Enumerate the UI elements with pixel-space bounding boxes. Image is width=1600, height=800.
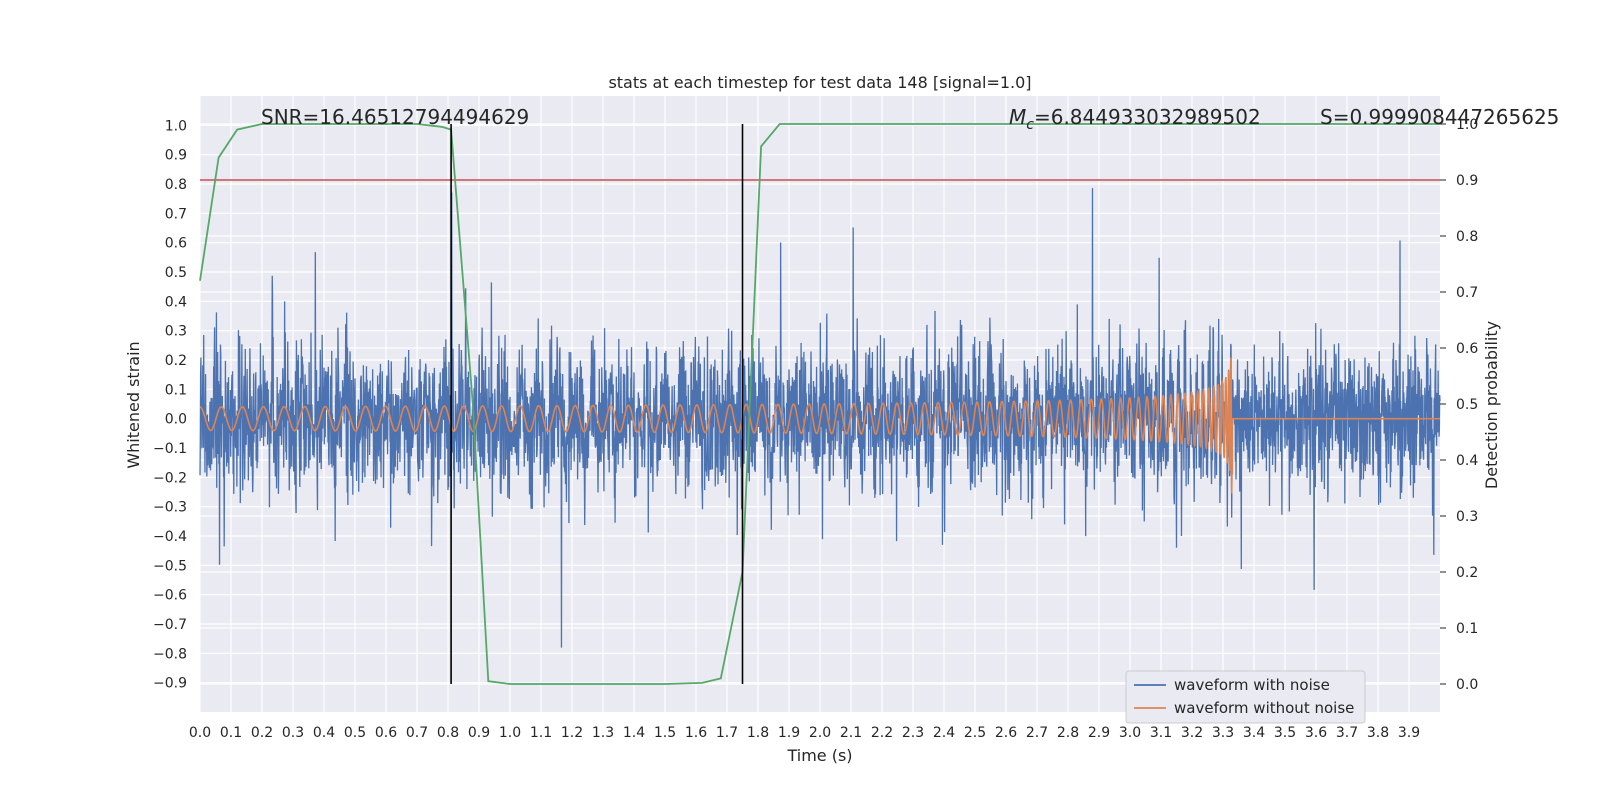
y-left-tick-label: 0.8 xyxy=(165,177,187,193)
y-left-tick-label: −0.4 xyxy=(153,529,187,545)
x-tick-label: 2.4 xyxy=(933,725,955,741)
x-tick-label: 3.2 xyxy=(1181,725,1203,741)
y-left-tick-label: −0.8 xyxy=(153,646,187,662)
x-tick-label: 2.6 xyxy=(995,725,1017,741)
x-tick-label: 1.6 xyxy=(685,725,707,741)
x-tick-label: 2.0 xyxy=(809,725,831,741)
x-tick-label: 2.3 xyxy=(902,725,924,741)
x-tick-label: 1.9 xyxy=(778,725,800,741)
mc-symbol: M xyxy=(1009,105,1026,129)
x-tick-label: 3.4 xyxy=(1243,725,1265,741)
x-tick-label: 0.4 xyxy=(313,725,335,741)
x-tick-label: 1.0 xyxy=(499,725,521,741)
x-tick-label: 1.5 xyxy=(654,725,676,741)
y-left-tick-label: 0.5 xyxy=(165,265,187,281)
y-left-tick-label: 0.2 xyxy=(165,353,187,369)
x-tick-label: 1.7 xyxy=(716,725,738,741)
y-left-tick-label: 0.9 xyxy=(165,148,187,164)
plot-area xyxy=(199,123,1441,685)
y-right-tick-label: 0.9 xyxy=(1456,173,1478,189)
legend: waveform with noise waveform without noi… xyxy=(1125,670,1366,724)
y-right-tick-label: 0.8 xyxy=(1456,229,1478,245)
y-left-tick-label: 0.0 xyxy=(165,412,187,428)
x-tick-label: 3.6 xyxy=(1305,725,1327,741)
y-left-tick-label: −0.7 xyxy=(153,617,187,633)
x-tick-label: 1.1 xyxy=(530,725,552,741)
x-tick-label: 2.8 xyxy=(1057,725,1079,741)
x-tick-label: 1.4 xyxy=(623,725,645,741)
y-left-tick-label: −0.6 xyxy=(153,588,187,604)
s-annotation: S=0.999908447265625 xyxy=(1320,105,1559,129)
x-axis-label: Time (s) xyxy=(786,746,852,765)
x-tick-label: 0.5 xyxy=(344,725,366,741)
x-tick-label: 0.0 xyxy=(189,725,211,741)
y-left-tick-label: 0.6 xyxy=(165,236,187,252)
legend-label-noise: waveform with noise xyxy=(1174,676,1330,694)
y-right-tick-label: 1.0 xyxy=(1456,117,1478,133)
x-tick-label: 0.7 xyxy=(406,725,428,741)
mc-annotation: Mc=6.844933032989502 xyxy=(1009,105,1261,133)
x-tick-label: 3.1 xyxy=(1150,725,1172,741)
y-left-tick-label: 0.3 xyxy=(165,324,187,340)
snr-annotation: SNR=16.46512794494629 xyxy=(261,105,529,129)
y-left-tick-label: −0.5 xyxy=(153,558,187,574)
x-tick-label: 2.7 xyxy=(1026,725,1048,741)
x-tick-label: 1.3 xyxy=(592,725,614,741)
y-right-tick-label: 0.2 xyxy=(1456,565,1478,581)
series-waveform-without-noise xyxy=(199,357,1440,494)
x-tick-label: 3.0 xyxy=(1119,725,1141,741)
chart-title: stats at each timestep for test data 148… xyxy=(608,73,1031,92)
x-tick-label: 3.8 xyxy=(1367,725,1389,741)
legend-box xyxy=(1125,670,1366,724)
y-left-tick-label: 1.0 xyxy=(165,118,187,134)
x-tick-label: 0.2 xyxy=(251,725,273,741)
x-tick-label: 1.2 xyxy=(561,725,583,741)
x-tick-label: 2.5 xyxy=(964,725,986,741)
x-tick-labels: 0.0 0.1 0.2 0.3 0.4 0.5 0.6 0.7 0.8 0.9 1.0 1.1 1.2 1… xyxy=(189,725,1420,741)
y-left-tick-label: 0.7 xyxy=(165,206,187,222)
y-right-tick-label: 0.6 xyxy=(1456,341,1478,357)
x-tick-label: 2.1 xyxy=(840,725,862,741)
x-tick-label: 3.9 xyxy=(1398,725,1420,741)
mc-subscript: c xyxy=(1026,117,1034,133)
y-left-tick-label: 0.4 xyxy=(165,294,187,310)
x-tick-label: 3.7 xyxy=(1336,725,1358,741)
y-left-tick-label: −0.3 xyxy=(153,500,187,516)
legend-label-clean: waveform without noise xyxy=(1174,699,1354,717)
x-tick-label: 2.9 xyxy=(1088,725,1110,741)
mc-value: =6.844933032989502 xyxy=(1034,105,1261,129)
x-tick-label: 0.9 xyxy=(468,725,490,741)
y-right-tick-label: 0.4 xyxy=(1456,453,1478,469)
y-axis-label-left: Whitened strain xyxy=(124,341,143,468)
x-tick-label: 2.2 xyxy=(871,725,893,741)
x-tick-label: 0.8 xyxy=(437,725,459,741)
y-right-tick-label: 0.5 xyxy=(1456,397,1478,413)
y-left-tick-label: 0.1 xyxy=(165,382,187,398)
y-right-tick-label: 0.1 xyxy=(1456,621,1478,637)
y-left-tick-label: −0.1 xyxy=(153,441,187,457)
y-right-tick-label: 0.0 xyxy=(1456,677,1478,693)
x-tick-label: 0.6 xyxy=(375,725,397,741)
x-tick-label: 3.3 xyxy=(1212,725,1234,741)
y-left-tick-label: −0.2 xyxy=(153,470,187,486)
y-right-tick-labels: 1.0 0.9 0.8 0.7 0.6 0.5 0.4 0.3 0.2 0.1 0.0 xyxy=(1440,117,1478,693)
x-tick-label: 1.8 xyxy=(747,725,769,741)
y-left-tick-labels: 1.0 0.9 0.8 0.7 0.6 0.5 0.4 0.3 0.2 0.1 0.0 −0.1 −0.… xyxy=(153,118,187,691)
x-tick-label: 0.1 xyxy=(220,725,242,741)
y-axis-label-right: Detection probability xyxy=(1482,321,1501,489)
series-detection-probability xyxy=(199,123,1440,685)
x-tick-label: 3.5 xyxy=(1274,725,1296,741)
y-left-tick-label: −0.9 xyxy=(153,676,187,692)
y-right-tick-label: 0.3 xyxy=(1456,509,1478,525)
x-tick-label: 0.3 xyxy=(282,725,304,741)
y-right-tick-label: 0.7 xyxy=(1456,285,1478,301)
